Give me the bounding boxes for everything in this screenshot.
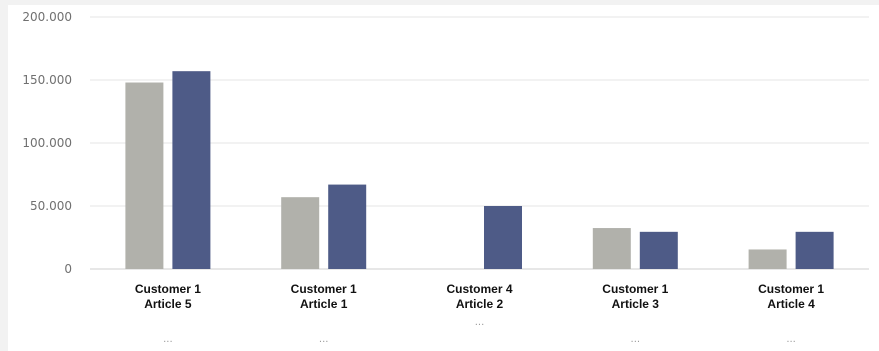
x-category-label-line1: Customer 1	[291, 282, 357, 296]
x-category-ellipsis: ...	[163, 334, 173, 345]
x-category-label-line2: Article 4	[767, 297, 815, 311]
x-category-label-line1: Customer 1	[135, 282, 201, 296]
bar-series-1-2[interactable]	[281, 197, 320, 269]
bar-series-2-1[interactable]	[172, 71, 211, 270]
x-category-label-line1: Customer 4	[446, 282, 512, 296]
y-tick-label: 150.000	[22, 73, 72, 87]
bar-series-2-3[interactable]	[484, 206, 522, 269]
x-category-ellipsis: ...	[319, 334, 329, 345]
y-tick-label: 200.000	[22, 10, 72, 24]
x-category-label-line1: Customer 1	[758, 282, 824, 296]
bar-series-2-5[interactable]	[795, 231, 834, 269]
x-category-label-line2: Article 3	[612, 297, 660, 311]
x-category-label-line1: Customer 1	[602, 282, 668, 296]
bar-series-1-5[interactable]	[748, 249, 787, 269]
gridlines	[90, 16, 869, 270]
x-category-ellipsis: ...	[631, 334, 641, 345]
y-tick-label: 50.000	[30, 199, 72, 213]
y-tick-label: 100.000	[22, 136, 72, 150]
bars	[125, 71, 834, 270]
bar-series-2-2[interactable]	[328, 184, 367, 269]
x-category-label-line2: Article 2	[456, 297, 504, 311]
bar-series-2-4[interactable]	[639, 231, 678, 269]
bar-series-1-1[interactable]	[125, 82, 164, 270]
x-category-ellipsis: ...	[786, 334, 796, 345]
x-category-label-line2: Article 1	[300, 297, 348, 311]
y-axis-labels: 0 50.000 100.000 150.000 200.000	[22, 10, 72, 276]
x-category-ellipsis: ...	[475, 317, 485, 328]
x-category-label-line2: Article 5	[144, 297, 192, 311]
y-tick-label: 0	[64, 262, 72, 276]
bar-series-1-4[interactable]	[592, 228, 631, 269]
